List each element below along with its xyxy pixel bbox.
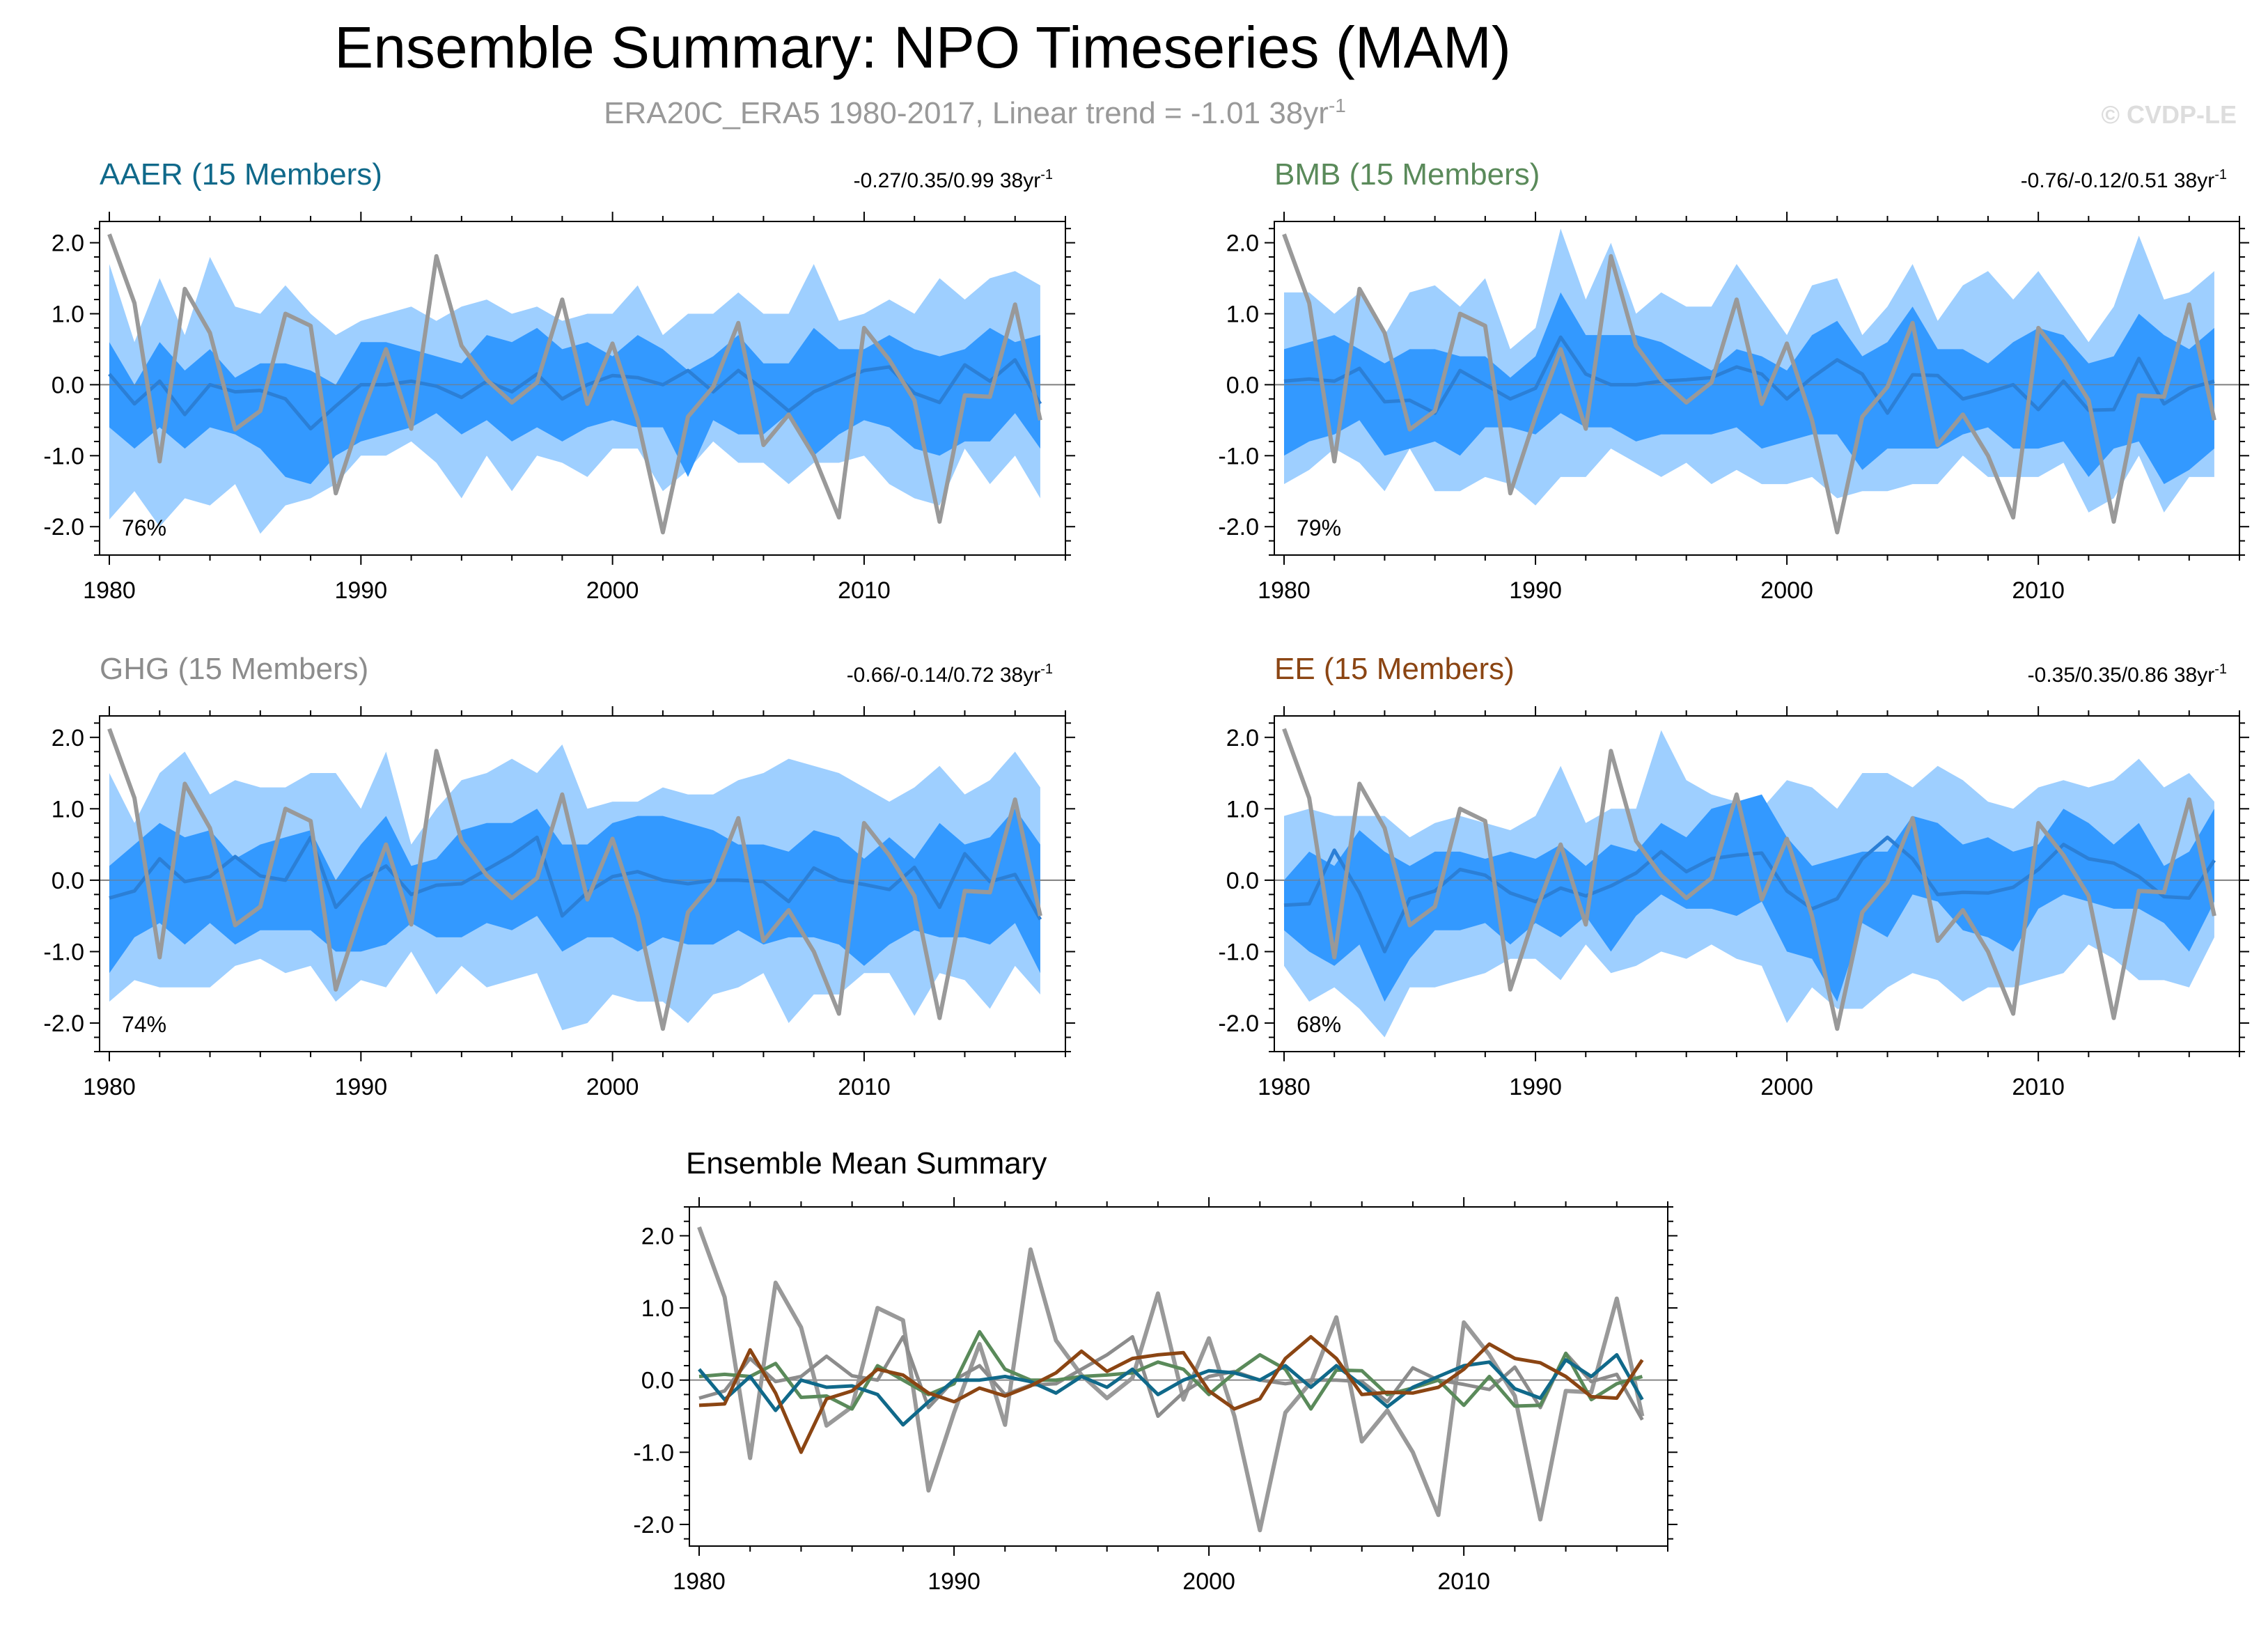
pattern-correlation-label: 68%	[1297, 1012, 1341, 1037]
y-tick-label: 2.0	[1226, 725, 1259, 751]
y-tick-label: -2.0	[1218, 514, 1259, 540]
panel-aaer: 76% AAER (15 Members) -0.27/0.35/0.99 38yr…	[43, 157, 1075, 604]
y-tick-label: -1.0	[1218, 939, 1259, 965]
y-tick-label: -1.0	[43, 443, 84, 469]
panel-ee: 68%EE (15 Members) -0.35/0.35/0.86 38yr-1…	[1218, 652, 2249, 1100]
observation-line	[1282, 233, 2216, 535]
y-tick-label: -1.0	[633, 1440, 674, 1466]
y-tick-label: 0.0	[52, 372, 84, 398]
ensemble-mean-line-bmb	[698, 1329, 1643, 1411]
x-tick-label: 1990	[334, 1074, 387, 1100]
x-tick-label: 1990	[928, 1568, 980, 1595]
panel-title: Ensemble Mean Summary	[686, 1146, 1047, 1180]
trend-label: -0.35/0.35/0.86 38yr-1	[2028, 662, 2227, 687]
x-tick-label: 2010	[2012, 1074, 2065, 1100]
x-tick-label: 1990	[1509, 1074, 1562, 1100]
panel-title: BMB (15 Members)	[1274, 157, 1540, 192]
y-tick-label: -2.0	[1218, 1011, 1259, 1037]
plot-border	[689, 1206, 1668, 1547]
y-tick-label: 2.0	[52, 231, 84, 257]
x-tick-label: 2010	[838, 577, 891, 604]
x-tick-label: 1980	[1258, 577, 1311, 604]
watermark-logo: © CVDP-LE	[2101, 100, 2237, 129]
trend-value: -0.27/0.35/0.99 38yr	[854, 169, 1041, 192]
ensemble-mean-line	[109, 835, 1042, 921]
panel-title: GHG (15 Members)	[100, 652, 368, 686]
y-tick-label: -2.0	[43, 1011, 84, 1037]
y-tick-label: 0.0	[1226, 372, 1259, 398]
x-tick-label: 1980	[673, 1568, 726, 1595]
x-tick-label: 1980	[83, 1074, 136, 1100]
observation-line	[107, 728, 1042, 1031]
panel-title: AAER (15 Members)	[100, 157, 382, 192]
pattern-correlation-label: 76%	[122, 515, 166, 540]
panel-title: EE (15 Members)	[1274, 652, 1515, 686]
pattern-correlation-label: 79%	[1297, 515, 1341, 540]
y-tick-label: 1.0	[52, 301, 84, 327]
plot-border	[1274, 715, 2240, 1052]
plot-border	[1274, 221, 2240, 556]
inner-spread-band	[1284, 794, 2214, 1002]
y-tick-label: -2.0	[43, 514, 84, 540]
x-tick-label: 2000	[1760, 577, 1813, 604]
trend-label: -0.66/-0.14/0.72 38yr-1	[847, 662, 1053, 687]
inner-spread-band	[1284, 292, 2214, 485]
x-tick-label: 2000	[586, 577, 639, 604]
y-tick-label: -1.0	[1218, 443, 1259, 469]
inner-spread-band	[109, 809, 1040, 974]
observation-line	[107, 233, 1042, 535]
x-tick-label: 1980	[83, 577, 136, 604]
x-tick-label: 2010	[2012, 577, 2065, 604]
y-tick-label: 1.0	[52, 796, 84, 822]
ensemble-mean-line-ghg	[698, 1335, 1644, 1421]
pattern-correlation-label: 74%	[122, 1012, 166, 1037]
ensemble-mean-line	[1283, 335, 2215, 415]
y-tick-label: -1.0	[43, 939, 84, 965]
x-tick-label: 1990	[1509, 577, 1562, 604]
x-tick-label: 2010	[1437, 1568, 1490, 1595]
y-tick-label: 2.0	[1226, 231, 1259, 257]
inner-spread-band	[109, 327, 1040, 485]
x-tick-label: 1980	[1258, 1074, 1311, 1100]
plot-border	[99, 715, 1066, 1052]
y-tick-label: 0.0	[1226, 868, 1259, 894]
observation-line	[1282, 728, 2216, 1031]
y-tick-label: -2.0	[633, 1512, 674, 1538]
figure-subtitle: ERA20C_ERA5 1980-2017, Linear trend = -1…	[604, 95, 1346, 130]
y-tick-label: 2.0	[52, 725, 84, 751]
y-tick-label: 1.0	[641, 1295, 674, 1322]
trend-exponent: -1	[1040, 662, 1053, 677]
trend-value: -0.35/0.35/0.86 38yr	[2028, 664, 2215, 687]
y-tick-label: 0.0	[52, 868, 84, 894]
panel-ensemble-mean-summary: Ensemble Mean Summary 2.0 1.0 0.0 -1.0 -2.0 19…	[633, 1146, 1677, 1595]
y-tick-label: 1.0	[1226, 796, 1259, 822]
panel-ghg: 74% GHG (15 Members) -0.66/-0.14/0.72 38yr…	[43, 652, 1075, 1100]
y-tick-label: 1.0	[1226, 301, 1259, 327]
trend-exponent: -1	[1040, 167, 1053, 182]
trend-label: -0.76/-0.12/0.51 38yr-1	[2021, 167, 2227, 192]
trend-exponent: -1	[2214, 662, 2227, 677]
plot-border	[99, 221, 1066, 556]
trend-label: -0.27/0.35/0.99 38yr-1	[854, 167, 1053, 192]
x-tick-label: 2000	[1182, 1568, 1235, 1595]
trend-value: -0.76/-0.12/0.51 38yr	[2021, 169, 2215, 192]
y-tick-label: 0.0	[641, 1368, 674, 1394]
x-tick-label: 1990	[334, 577, 387, 604]
x-tick-label: 2000	[586, 1074, 639, 1100]
y-tick-label: 2.0	[641, 1223, 674, 1249]
figure-title: Ensemble Summary: NPO Timeseries (MAM)	[334, 15, 1511, 80]
trend-exponent: -1	[2214, 167, 2227, 182]
x-tick-label: 2000	[1760, 1074, 1813, 1100]
panel-bmb: 79% BMB (15 Members) -0.76/-0.12/0.51 38yr…	[1218, 157, 2249, 604]
ensemble-mean-line-ee	[698, 1335, 1644, 1454]
x-tick-label: 2010	[838, 1074, 891, 1100]
trend-value: -0.66/-0.14/0.72 38yr	[847, 664, 1041, 687]
